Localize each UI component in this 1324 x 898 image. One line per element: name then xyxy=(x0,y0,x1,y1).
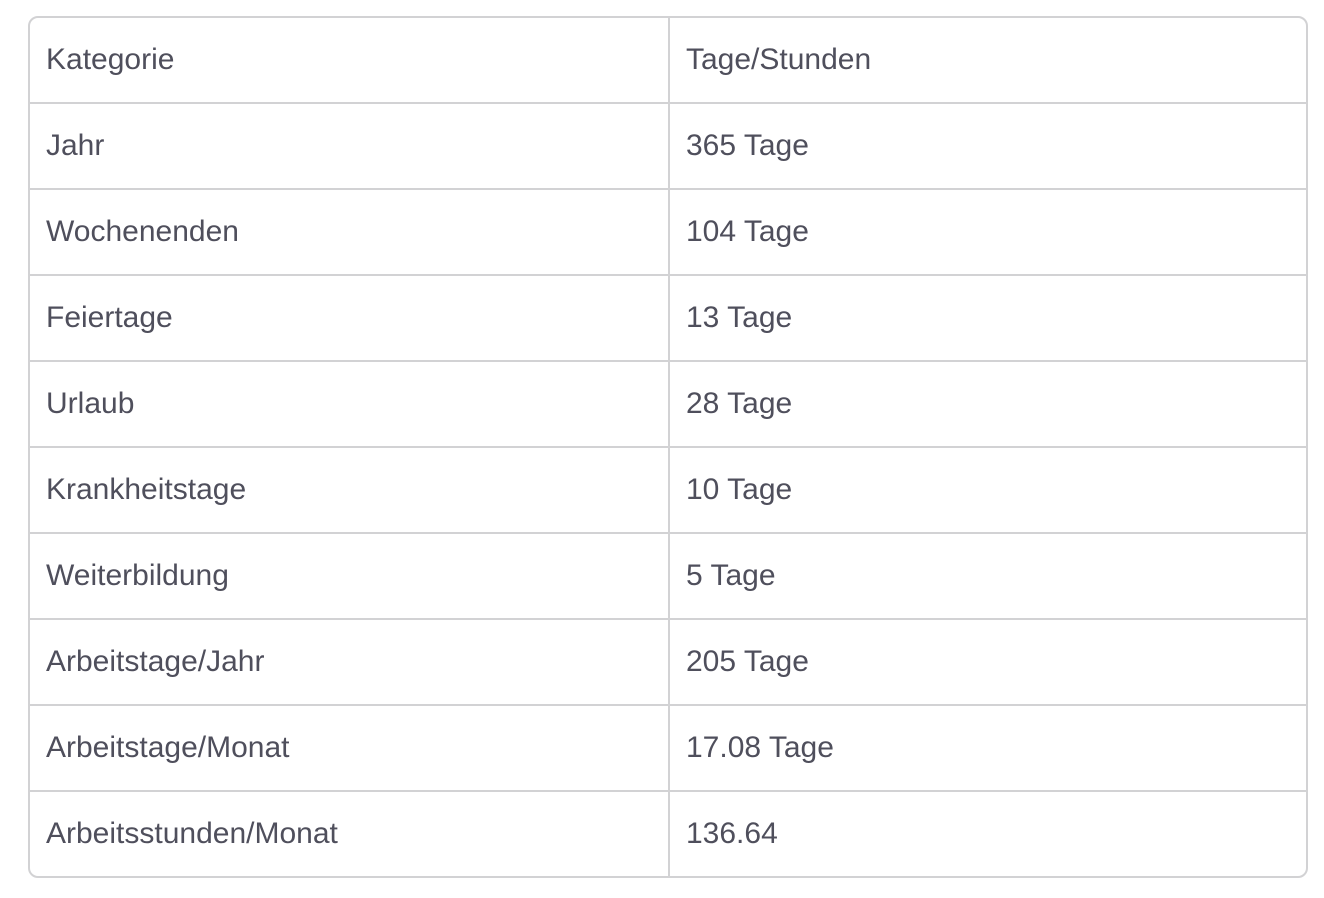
table-row: Urlaub 28 Tage xyxy=(30,361,1306,448)
table-row: Arbeitsstunden/Monat 136.64 xyxy=(30,791,1306,876)
table-row: Arbeitstage/Monat 17.08 Tage xyxy=(30,705,1306,792)
cell-tage-stunden: 5 Tage xyxy=(669,533,1306,620)
cell-tage-stunden: 13 Tage xyxy=(669,275,1306,362)
cell-tage-stunden: 28 Tage xyxy=(669,361,1306,448)
cell-kategorie: Urlaub xyxy=(30,361,670,448)
data-table-container: Kategorie Tage/Stunden Jahr 365 Tage Woche… xyxy=(28,16,1308,878)
table-row: Arbeitstage/Jahr 205 Tage xyxy=(30,619,1306,706)
cell-kategorie: Weiterbildung xyxy=(30,533,670,620)
cell-tage-stunden: 10 Tage xyxy=(669,447,1306,534)
header-tage-stunden: Tage/Stunden xyxy=(669,18,1306,104)
cell-kategorie: Arbeitstage/Monat xyxy=(30,705,670,792)
cell-tage-stunden: 17.08 Tage xyxy=(669,705,1306,792)
table-row: Weiterbildung 5 Tage xyxy=(30,533,1306,620)
cell-tage-stunden: 205 Tage xyxy=(669,619,1306,706)
data-table: Kategorie Tage/Stunden Jahr 365 Tage Woche… xyxy=(30,18,1306,876)
header-kategorie: Kategorie xyxy=(30,18,670,104)
table-row: Jahr 365 Tage xyxy=(30,103,1306,190)
cell-kategorie: Krankheitstage xyxy=(30,447,670,534)
cell-tage-stunden: 365 Tage xyxy=(669,103,1306,190)
cell-kategorie: Wochenenden xyxy=(30,189,670,276)
table-row: Wochenenden 104 Tage xyxy=(30,189,1306,276)
cell-kategorie: Arbeitstage/Jahr xyxy=(30,619,670,706)
cell-kategorie: Feiertage xyxy=(30,275,670,362)
cell-tage-stunden: 136.64 xyxy=(686,817,778,850)
table-row: Krankheitstage 10 Tage xyxy=(30,447,1306,534)
table-row: Feiertage 13 Tage xyxy=(30,275,1306,362)
cell-tage-stunden: 104 Tage xyxy=(669,189,1306,276)
cell-kategorie: Arbeitsstunden/Monat xyxy=(30,791,670,876)
cell-kategorie: Jahr xyxy=(30,103,670,190)
table-header-row: Kategorie Tage/Stunden xyxy=(30,18,1306,104)
